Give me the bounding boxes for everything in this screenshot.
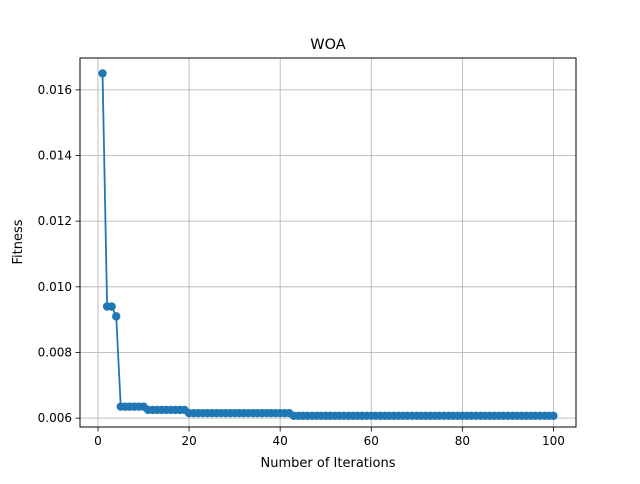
x-tick-label: 100 <box>542 434 565 448</box>
y-axis: 0.006 0.008 0.010 0.012 0.014 0.016 <box>38 83 80 425</box>
data-point <box>549 411 558 421</box>
y-tick-label: 0.012 <box>38 214 72 228</box>
y-tick-label: 0.016 <box>38 83 72 97</box>
data-point <box>98 69 107 78</box>
plot-frame <box>79 57 577 428</box>
x-tick-label: 60 <box>364 434 379 448</box>
x-tick-label: 20 <box>181 434 196 448</box>
y-tick-label: 0.010 <box>38 280 72 294</box>
x-tick-label: 0 <box>94 434 102 448</box>
y-tick-label: 0.006 <box>38 411 72 425</box>
data-point <box>112 312 121 321</box>
x-tick-label: 40 <box>273 434 288 448</box>
x-axis: 0 20 40 60 80 100 <box>94 427 565 448</box>
series-fitness <box>98 69 558 421</box>
grid-lines <box>80 58 576 427</box>
chart-title: WOA <box>310 37 345 53</box>
x-tick-label: 80 <box>455 434 470 448</box>
data-point <box>107 302 116 311</box>
y-tick-label: 0.014 <box>38 149 72 163</box>
x-axis-label: Number of Iterations <box>261 456 396 471</box>
y-axis-label: Fitness <box>11 219 26 264</box>
y-tick-label: 0.008 <box>38 345 72 359</box>
